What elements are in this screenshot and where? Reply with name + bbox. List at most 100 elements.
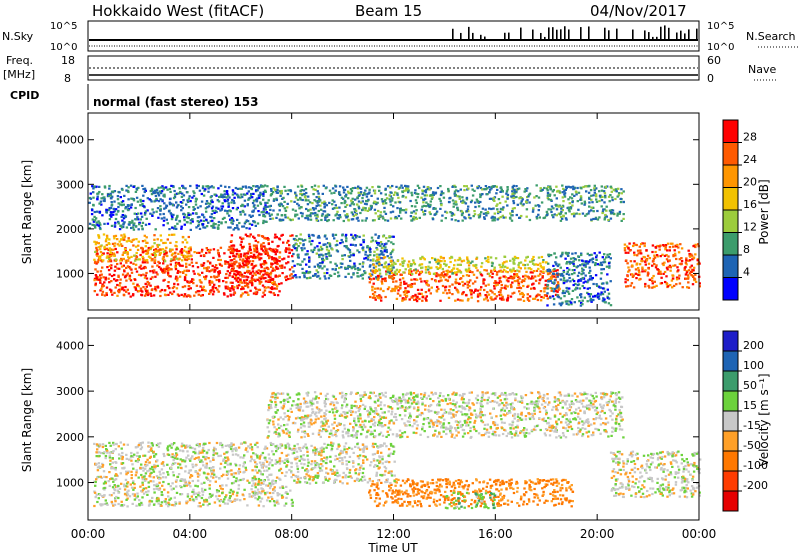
noise-spike [652,36,654,40]
heatmap-cell [350,267,353,270]
heatmap-cell [153,467,157,470]
heatmap-cell [250,192,253,196]
heatmap-cell [400,209,404,212]
heatmap-cell [254,239,257,242]
heatmap-cell [326,214,329,217]
heatmap-cell [245,227,248,230]
heatmap-cell [439,279,442,282]
heatmap-cell [454,200,458,203]
heatmap-cell [114,208,118,211]
heatmap-cell [633,260,636,263]
noise-spike [552,27,554,40]
heatmap-cell [317,204,320,207]
heatmap-cell [356,249,359,252]
heatmap-cell [263,289,267,292]
heatmap-cell [232,190,235,193]
heatmap-cell [164,186,168,189]
heatmap-cell [230,201,233,204]
heatmap-cell [124,249,127,252]
heatmap-cell [351,197,354,200]
heatmap-cell [342,191,346,194]
heatmap-cell [623,249,627,252]
heatmap-cell [262,219,265,222]
heatmap-cell [321,213,324,216]
heatmap-cell [477,200,480,203]
heatmap-cell [279,194,282,197]
heatmap-cell [324,277,327,280]
heatmap-cell [687,281,690,284]
heatmap-cell [93,290,96,293]
heatmap-cell [317,197,321,200]
heatmap-cell [277,244,280,248]
heatmap-cell [102,276,105,279]
heatmap-cell [358,251,361,254]
heatmap-cell [142,469,145,472]
heatmap-cell [121,188,124,191]
heatmap-cell [327,219,330,222]
heatmap-cell [475,266,478,269]
heatmap-cell [217,220,221,224]
heatmap-cell [232,254,235,258]
heatmap-cell [121,288,124,291]
heatmap-cell [486,291,489,294]
heatmap-cell [563,193,566,196]
heatmap-cell [268,280,272,283]
heatmap-cell [385,248,388,252]
heatmap-cell [139,204,142,207]
heatmap-cell [211,268,214,271]
heatmap-cell [215,275,219,278]
heatmap-cell [565,302,568,305]
heatmap-cell [439,185,442,188]
heatmap-cell [327,213,331,217]
heatmap-cell [459,263,462,266]
heatmap-cell [108,187,111,190]
heatmap-cell [228,274,231,277]
heatmap-cell [517,284,520,287]
heatmap-cell [106,255,109,258]
heatmap-cell [632,244,635,248]
heatmap-cell [553,194,556,197]
heatmap-cell [651,286,654,289]
heatmap-cell [274,248,277,251]
heatmap-cell [696,259,699,262]
heatmap-cell [174,268,178,271]
heatmap-cell [242,279,246,282]
heatmap-cell [246,286,250,289]
heatmap-cell [256,278,260,281]
heatmap-cell [401,264,405,267]
heatmap-cell [275,216,278,219]
heatmap-cell [651,282,654,285]
heatmap-cell [345,193,348,196]
heatmap-cell [193,207,196,211]
heatmap-cell [698,285,701,288]
heatmap-cell [379,192,383,195]
heatmap-cell [318,253,321,256]
heatmap-cell [108,249,112,252]
heatmap-cell [203,275,206,279]
heatmap-cell [386,288,390,291]
heatmap-cell [239,295,243,298]
heatmap-cell [600,272,603,275]
heatmap-cell [523,190,526,193]
heatmap-cell [248,235,251,238]
heatmap-cell [568,202,571,205]
heatmap-cell [95,277,99,280]
heatmap-cell [135,504,138,507]
heatmap-cell [224,287,228,290]
heatmap-cell [436,285,439,289]
heatmap-cell [390,271,394,274]
heatmap-cell [296,239,300,242]
heatmap-cell [428,188,431,191]
heatmap-cell [577,191,581,194]
heatmap-cell [160,192,163,195]
heatmap-cell [219,246,223,249]
heatmap-cell [181,192,184,195]
heatmap-cell [549,198,553,201]
heatmap-cell [134,287,137,290]
heatmap-cell [195,284,199,287]
heatmap-cell [340,238,343,242]
heatmap-cell [230,234,234,237]
heatmap-cell [505,260,508,263]
heatmap-cell [116,195,120,198]
heatmap-cell [427,289,431,292]
